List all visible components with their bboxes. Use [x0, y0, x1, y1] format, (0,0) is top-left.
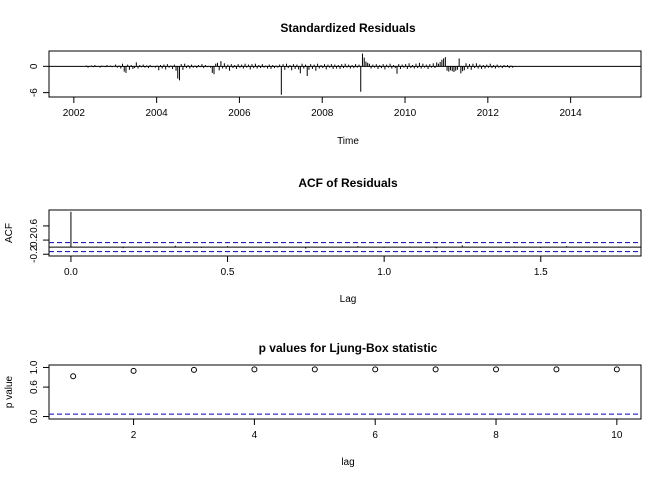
ljung-box-y-tick-label: 1.0: [29, 360, 40, 374]
ljung-box-x-label: lag: [341, 457, 354, 468]
p-value-point: [493, 366, 500, 373]
ljung-box-panel: p values for Ljung-Box statistic 2 4 6 8 10 …: [4, 341, 642, 468]
ljung-box-y-tick-label: 0.6: [29, 380, 40, 394]
acf-x-tick-label: 0.5: [221, 267, 235, 278]
acf-x-tick-label: 1.0: [377, 267, 391, 278]
acf-x-axis: 0.0 0.5 1.0 1.5: [64, 256, 548, 278]
p-value-point: [311, 366, 318, 373]
residuals-x-tick-label: 2004: [146, 108, 169, 119]
acf-y-tick-label: 0.6: [29, 219, 40, 233]
ljung-box-points: [49, 366, 641, 415]
acf-panel: ACF of Residuals 0.0 0.5 1.0 1.5 -0.20.20.6…: [4, 176, 642, 305]
residuals-bars: [49, 53, 641, 95]
acf-bars: [49, 211, 641, 253]
residuals-x-tick-label: 2014: [559, 108, 582, 119]
residuals-x-label: Time: [337, 136, 359, 147]
ljung-box-x-tick-label: 10: [611, 430, 623, 441]
ljung-box-y-tick-label: 0.0: [29, 409, 40, 423]
ljung-box-title: p values for Ljung-Box statistic: [259, 341, 438, 355]
p-value-point: [70, 373, 77, 380]
p-value-point: [553, 366, 560, 373]
residuals-x-axis: 2002 2004 2006 2008 2010 2012 2014: [63, 97, 582, 119]
p-value-point: [613, 366, 620, 373]
acf-y-label: ACF: [4, 223, 15, 243]
acf-y-tick-label: -0.2: [29, 245, 40, 263]
ljung-box-x-tick-label: 6: [372, 430, 378, 441]
ljung-box-x-tick-label: 2: [131, 430, 137, 441]
acf-y-tick-label: 0.2: [29, 233, 40, 247]
ljung-box-y-axis: 0.0 0.6 1.0: [29, 360, 49, 423]
acf-x-label: Lag: [340, 294, 357, 305]
residuals-x-tick-label: 2008: [311, 108, 334, 119]
ljung-box-plot-frame: [48, 364, 642, 420]
ljung-box-x-tick-label: 4: [252, 430, 258, 441]
p-value-point: [372, 366, 379, 373]
residuals-x-tick-label: 2012: [477, 108, 500, 119]
ljung-box-x-tick-label: 8: [493, 430, 499, 441]
residuals-x-tick-label: 2006: [228, 108, 251, 119]
residuals-x-tick-label: 2010: [394, 108, 417, 119]
residuals-y-tick-label: 0: [29, 63, 40, 69]
residuals-y-tick-label: -6: [29, 88, 40, 97]
residuals-title: Standardized Residuals: [280, 21, 416, 35]
residuals-panel: Standardized Residuals 2002 2004 2006 2008 2…: [29, 21, 642, 147]
residuals-x-tick-label: 2002: [63, 108, 86, 119]
p-value-point: [432, 366, 439, 373]
ljung-box-x-axis: 2 4 6 8 10: [131, 419, 623, 441]
p-value-point: [190, 366, 197, 373]
p-value-point: [130, 367, 137, 374]
acf-x-tick-label: 0.0: [64, 267, 78, 278]
ljung-box-y-label: p value: [4, 375, 15, 408]
acf-title: ACF of Residuals: [298, 176, 398, 190]
residuals-y-axis: -6 0: [29, 63, 49, 97]
p-value-point: [251, 366, 258, 373]
acf-plot-frame: [48, 209, 642, 257]
residuals-plot-frame: [48, 50, 642, 98]
acf-y-axis: -0.20.20.6: [29, 219, 49, 263]
acf-x-tick-label: 1.5: [534, 267, 548, 278]
